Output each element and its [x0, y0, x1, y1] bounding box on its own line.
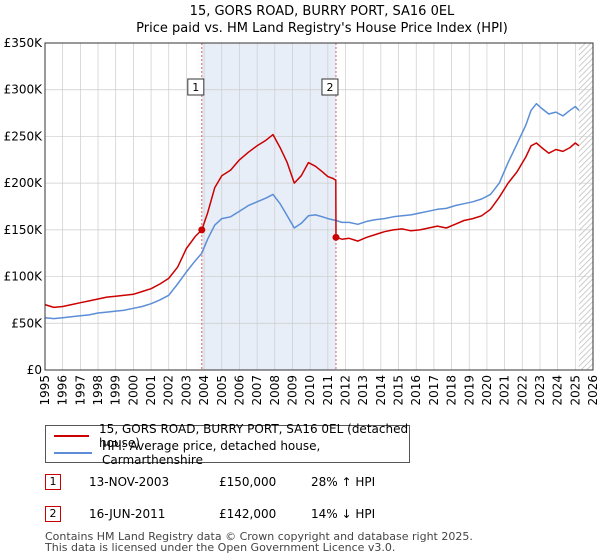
footer-copyright: Contains HM Land Registry data © Crown c… — [45, 530, 473, 543]
sale-hpi-diff: 28% ↑ HPI — [311, 475, 376, 489]
legend-label-price: 15, GORS ROAD, BURRY PORT, SA16 0EL (det… — [99, 422, 409, 450]
sale-point — [198, 226, 206, 234]
x-tick-label: 2005 — [215, 375, 229, 406]
legend: 15, GORS ROAD, BURRY PORT, SA16 0EL (det… — [45, 422, 410, 467]
price-paid-line — [44, 133, 580, 309]
sale-marker-label: 2 — [326, 81, 333, 94]
y-tick-label: £200K — [4, 176, 44, 190]
x-tick-label: 2001 — [144, 375, 158, 406]
chart-title: 15, GORS ROAD, BURRY PORT, SA16 0EL — [190, 4, 455, 19]
y-tick-label: £50K — [11, 316, 43, 330]
x-tick-label: 2016 — [409, 375, 423, 406]
x-tick-label: 2021 — [498, 375, 512, 406]
x-tick-label: 2013 — [356, 375, 370, 406]
y-tick-label: £150K — [4, 223, 44, 237]
y-tick-label: £250K — [4, 129, 44, 143]
sale-number: 1 — [45, 474, 61, 490]
legend-item-price: 15, GORS ROAD, BURRY PORT, SA16 0EL (det… — [54, 422, 409, 450]
x-tick-label: 2008 — [268, 375, 282, 406]
sale-marker-label: 1 — [192, 81, 199, 94]
chart-subtitle: Price paid vs. HM Land Registry's House … — [136, 21, 508, 36]
sale-marker-box — [187, 78, 205, 96]
y-tick-label: £100K — [4, 270, 44, 284]
y-tick-label: £0 — [27, 363, 42, 377]
sale-price: £150,000 — [219, 475, 277, 489]
highlight-band — [201, 43, 336, 370]
x-tick-label: 2025 — [568, 375, 582, 406]
footer-licence: This data is licensed under the Open Gov… — [45, 541, 396, 554]
sale-marker-box — [321, 78, 339, 96]
x-tick-label: 2017 — [427, 375, 441, 406]
x-tick-label: 2019 — [462, 375, 476, 406]
x-tick-label: 2006 — [232, 375, 246, 406]
x-tick-label: 2011 — [321, 375, 335, 406]
x-tick-label: 2014 — [374, 375, 388, 406]
y-tick-label: £300K — [4, 83, 44, 97]
x-tick-label: 2026 — [586, 375, 600, 406]
price-chart: 15, GORS ROAD, BURRY PORT, SA16 0EL Pric… — [4, 4, 600, 406]
x-tick-label: 2007 — [250, 375, 264, 406]
x-tick-label: 2002 — [162, 375, 176, 406]
footer: Contains HM Land Registry data © Crown c… — [45, 531, 473, 553]
x-tick-label: 1996 — [56, 375, 70, 406]
sale-number: 2 — [45, 506, 61, 522]
x-tick-label: 2004 — [197, 375, 211, 406]
hpi-line — [44, 102, 580, 320]
x-tick-label: 1998 — [91, 375, 105, 406]
sale-date: 16-JUN-2011 — [89, 507, 166, 521]
x-tick-label: 2015 — [392, 375, 406, 406]
legend-swatch-hpi — [54, 452, 92, 454]
forecast-hatch — [578, 43, 593, 370]
x-tick-label: 2010 — [303, 375, 317, 406]
y-tick-label: £350K — [4, 36, 44, 50]
plot-border — [44, 42, 594, 371]
legend-item-hpi: HPI: Average price, detached house, Carm… — [54, 439, 409, 467]
legend-label-hpi: HPI: Average price, detached house, Carm… — [102, 439, 321, 467]
sale-point — [332, 233, 340, 241]
sale-price: £142,000 — [219, 507, 277, 521]
x-tick-label: 1995 — [38, 375, 52, 406]
legend-swatch-price — [54, 435, 90, 437]
x-tick-label: 2022 — [515, 375, 529, 406]
x-tick-label: 2024 — [551, 375, 565, 406]
x-tick-label: 2018 — [445, 375, 459, 406]
x-tick-label: 2020 — [480, 375, 494, 406]
x-tick-label: 2012 — [339, 375, 353, 406]
x-tick-label: 1997 — [73, 375, 87, 406]
sale-date: 13-NOV-2003 — [89, 475, 170, 489]
x-tick-label: 2009 — [285, 375, 299, 406]
x-tick-label: 2000 — [126, 375, 140, 406]
sale-hpi-diff: 14% ↓ HPI — [311, 507, 376, 521]
x-tick-label: 1999 — [109, 375, 123, 406]
x-tick-label: 2003 — [179, 375, 193, 406]
x-tick-label: 2023 — [533, 375, 547, 406]
